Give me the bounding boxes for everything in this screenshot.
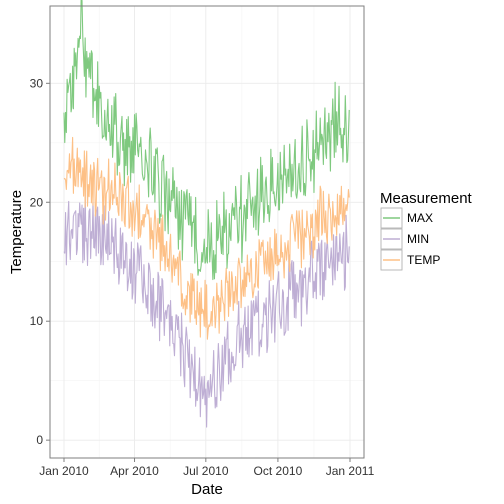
y-tick-label: 30: [30, 76, 44, 90]
major-gridlines: [50, 6, 364, 458]
legend-item-temp: TEMP: [380, 249, 440, 271]
legend: Measurement MAX MIN TEMP: [380, 190, 473, 271]
x-tick-label: Jul 2010: [183, 464, 229, 478]
plot-panel-border: [49, 5, 365, 459]
y-axis: 0 10 20 30: [30, 76, 50, 447]
x-tick-label: Apr 2010: [110, 464, 159, 478]
legend-item-min: MIN: [380, 228, 429, 250]
y-tick-label: 0: [36, 433, 43, 447]
legend-label: MAX: [407, 211, 433, 225]
series-layer: [63, 0, 350, 428]
legend-label: MIN: [407, 232, 429, 246]
x-tick-label: Jan 2011: [326, 464, 375, 478]
y-tick-label: 10: [30, 314, 44, 328]
legend-items: MAX MIN TEMP: [380, 207, 440, 271]
legend-item-max: MAX: [380, 207, 433, 229]
x-axis-label: Date: [191, 481, 223, 498]
series-line-max: [63, 0, 350, 281]
x-axis: Jan 2010 Apr 2010 Jul 2010 Oct 2010 Jan 2011: [39, 458, 375, 478]
legend-title: Measurement: [380, 190, 473, 207]
y-axis-label: Temperature: [8, 190, 25, 274]
y-tick-label: 20: [30, 195, 44, 209]
legend-label: TEMP: [407, 253, 440, 267]
series-line-temp: [63, 136, 350, 340]
series-line-min: [63, 192, 350, 428]
x-tick-label: Oct 2010: [254, 464, 303, 478]
x-tick-label: Jan 2010: [39, 464, 89, 478]
